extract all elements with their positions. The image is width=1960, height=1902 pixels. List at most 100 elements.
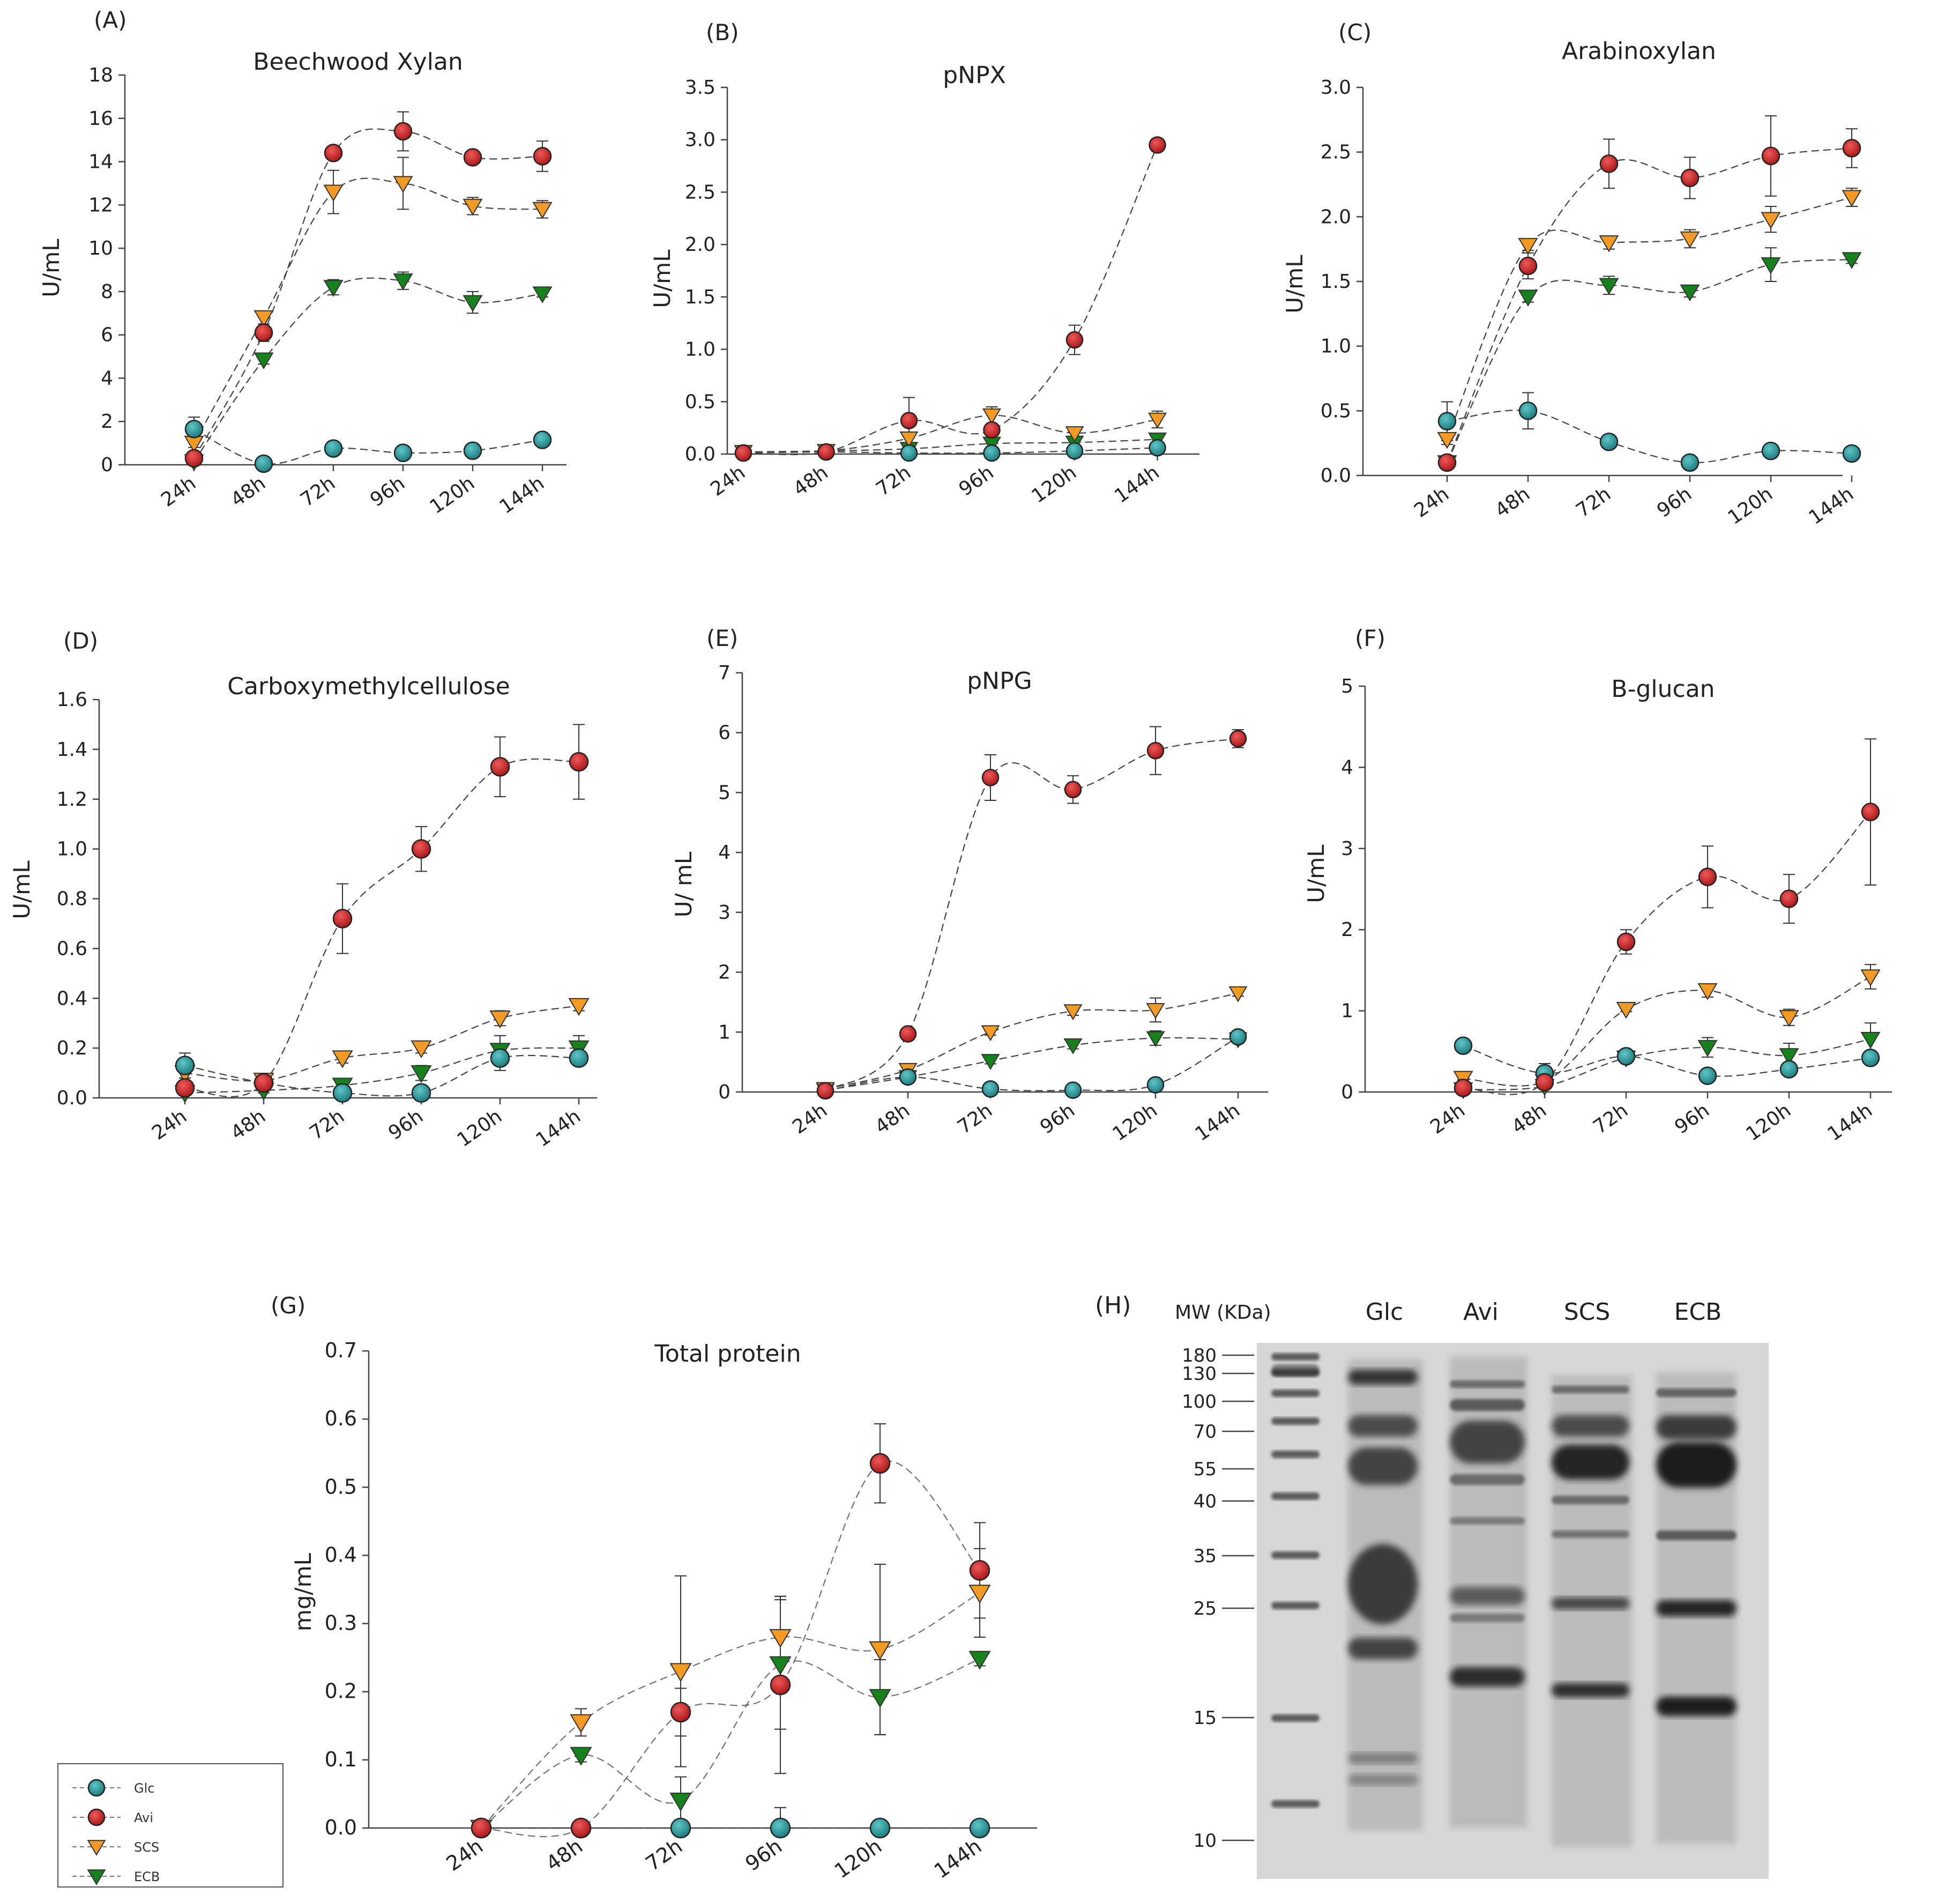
data-point-glc — [1518, 402, 1538, 420]
data-point-scs — [1065, 426, 1084, 442]
data-point-avi — [1535, 1073, 1554, 1092]
gel-lane-label: ECB — [1674, 1298, 1722, 1326]
data-point-glc — [1229, 1028, 1247, 1046]
data-point-ecb — [1680, 284, 1700, 302]
x-tick-label: 120h — [1742, 1099, 1795, 1146]
y-tick-label: 0.2 — [325, 1680, 357, 1703]
legend-marker-scs — [87, 1840, 106, 1856]
data-point-glc — [981, 1080, 1000, 1098]
x-tick-label: 48h — [227, 1105, 270, 1145]
legend-label: SCS — [134, 1840, 159, 1855]
data-point-ecb — [869, 1689, 891, 1708]
data-point-avi — [184, 449, 204, 468]
data-point-avi — [1779, 889, 1799, 908]
gel-lane-label: Avi — [1463, 1298, 1499, 1326]
gel-band — [1450, 1399, 1525, 1411]
gel-band — [1348, 1544, 1418, 1624]
x-tick-label: 72h — [305, 1105, 348, 1145]
gel-band — [1552, 1445, 1629, 1480]
series-line-ecb — [193, 277, 543, 462]
series-line-scs — [481, 1592, 980, 1829]
y-tick-label: 7 — [718, 662, 731, 684]
y-tick-label: 0.4 — [57, 987, 87, 1009]
data-point-glc — [393, 443, 413, 463]
data-point-avi — [1146, 741, 1165, 760]
y-tick-label: 2.5 — [1321, 142, 1351, 164]
series-line-glc — [184, 1054, 579, 1097]
y-tick-label: 0 — [1341, 1081, 1353, 1103]
gel-band — [1271, 1390, 1320, 1397]
data-point-avi — [471, 1817, 492, 1839]
data-point-ecb — [411, 1065, 432, 1083]
data-point-scs — [1063, 1004, 1083, 1021]
data-point-ecb — [1779, 1048, 1799, 1065]
data-point-scs — [254, 310, 274, 328]
legend-marker-ecb — [87, 1869, 106, 1885]
gel-band — [1348, 1774, 1418, 1785]
data-point-scs — [869, 1641, 891, 1660]
y-axis-label: mg/mL — [290, 1552, 316, 1631]
data-point-glc — [1599, 433, 1619, 451]
data-point-avi — [533, 147, 552, 166]
data-point-avi — [254, 323, 273, 342]
x-tick-label: 120h — [830, 1834, 886, 1883]
legend: Glc Avi SCS ECB — [57, 1763, 284, 1888]
gel-band — [1450, 1380, 1525, 1388]
gel-band — [1552, 1683, 1629, 1697]
y-tick-label: 1.4 — [57, 739, 87, 761]
data-point-scs — [463, 198, 483, 216]
y-tick-label: 1 — [718, 1021, 731, 1043]
y-tick-label: 0.7 — [325, 1339, 357, 1362]
data-point-scs — [489, 1011, 511, 1029]
y-tick-label: 0.0 — [325, 1816, 357, 1839]
data-point-scs — [1518, 237, 1538, 255]
data-point-scs — [570, 1714, 592, 1733]
data-point-avi — [1616, 932, 1636, 952]
data-point-ecb — [1599, 278, 1619, 295]
data-point-ecb — [1697, 1040, 1718, 1057]
data-point-scs — [411, 1040, 432, 1059]
data-point-glc — [983, 444, 1001, 462]
data-point-avi — [770, 1674, 791, 1696]
x-tick-label: 48h — [227, 472, 270, 511]
x-tick-label: 120h — [453, 1105, 506, 1151]
chart-title: Beechwood Xylan — [253, 48, 463, 76]
data-point-scs — [1680, 231, 1700, 249]
y-tick-label: 5 — [718, 782, 731, 804]
y-tick-label: 3 — [1341, 838, 1353, 860]
series-line-avi — [1446, 147, 1852, 463]
data-point-avi — [324, 144, 343, 162]
gel-band — [1271, 1602, 1320, 1609]
data-point-glc — [1842, 444, 1861, 463]
x-tick-label: 24h — [148, 1105, 191, 1145]
y-tick-label: 1.0 — [1321, 336, 1351, 358]
gel-band — [1348, 1447, 1418, 1485]
gel-mw-label: 10 — [1194, 1830, 1217, 1852]
x-tick-label: 144h — [1824, 1099, 1876, 1146]
data-point-avi — [969, 1560, 990, 1581]
legend-marker-avi — [87, 1808, 106, 1826]
x-tick-label: 48h — [1508, 1099, 1551, 1139]
gel-band — [1271, 1353, 1320, 1361]
data-point-avi — [983, 421, 1001, 439]
gel-mw-label: 35 — [1194, 1546, 1217, 1567]
y-axis-label: U/mL — [1303, 844, 1329, 903]
data-point-ecb — [1063, 1038, 1083, 1054]
panel-label: (G) — [271, 1292, 305, 1319]
gel-band — [1552, 1530, 1629, 1538]
legend-marker-glc — [87, 1779, 106, 1797]
x-tick-label: 24h — [1410, 483, 1453, 522]
data-point-avi — [393, 122, 413, 141]
data-point-glc — [1146, 1076, 1165, 1094]
data-point-ecb — [968, 1651, 991, 1670]
x-tick-label: 48h — [542, 1834, 587, 1876]
data-point-scs — [1779, 1010, 1799, 1027]
series-line-scs — [1446, 197, 1852, 440]
chart-title: B-glucan — [1611, 675, 1715, 703]
x-tick-label: 144h — [496, 472, 548, 518]
data-point-avi — [569, 752, 589, 772]
x-tick-label: 96h — [366, 472, 409, 511]
y-tick-label: 0.6 — [57, 938, 87, 960]
x-tick-label: 48h — [1491, 483, 1534, 522]
